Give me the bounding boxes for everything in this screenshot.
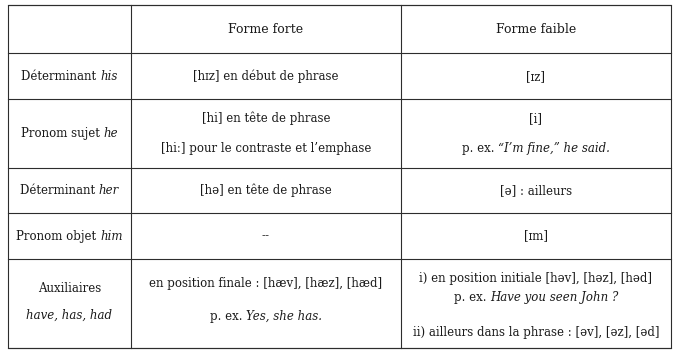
Text: [i]: [i] (530, 112, 543, 125)
Text: Have you seen John ?: Have you seen John ? (490, 291, 619, 304)
Text: p. ex.: p. ex. (454, 291, 490, 304)
Text: p. ex.: p. ex. (462, 142, 498, 155)
Text: Yes, she has.: Yes, she has. (246, 310, 322, 323)
Text: i) en position initiale [həv], [həz], [həd]: i) en position initiale [həv], [həz], [h… (420, 272, 653, 285)
Text: Forme forte: Forme forte (228, 23, 304, 36)
Text: Auxiliaires: Auxiliaires (38, 282, 101, 295)
Text: [hɪz] en début de phrase: [hɪz] en début de phrase (194, 70, 339, 83)
Text: ii) ailleurs dans la phrase : [əv], [əz], [əd]: ii) ailleurs dans la phrase : [əv], [əz]… (413, 326, 659, 339)
Text: p. ex.: p. ex. (210, 310, 246, 323)
Text: his: his (100, 70, 117, 83)
Text: “I’m fine,” he said.: “I’m fine,” he said. (498, 142, 610, 155)
Text: en position finale : [hæv], [hæz], [hæd]: en position finale : [hæv], [hæz], [hæd] (149, 277, 382, 290)
Text: he: he (103, 127, 118, 140)
Text: [ɪm]: [ɪm] (524, 229, 548, 243)
Text: [hiː] pour le contraste et l’emphase: [hiː] pour le contraste et l’emphase (161, 142, 371, 155)
Text: Pronom objet: Pronom objet (16, 229, 100, 243)
Text: Déterminant: Déterminant (20, 184, 98, 197)
Text: Déterminant: Déterminant (21, 70, 100, 83)
Text: her: her (98, 184, 119, 197)
Text: have, has, had: have, has, had (26, 309, 113, 322)
Text: Pronom sujet: Pronom sujet (21, 127, 103, 140)
Text: [ɪz]: [ɪz] (526, 70, 545, 83)
Text: him: him (100, 229, 123, 243)
Text: Forme faible: Forme faible (496, 23, 576, 36)
Text: [ə] : ailleurs: [ə] : ailleurs (500, 184, 572, 197)
Text: [hi] en tête de phrase: [hi] en tête de phrase (202, 112, 330, 125)
Text: --: -- (262, 229, 270, 243)
Text: [hə] en tête de phrase: [hə] en tête de phrase (200, 184, 332, 197)
